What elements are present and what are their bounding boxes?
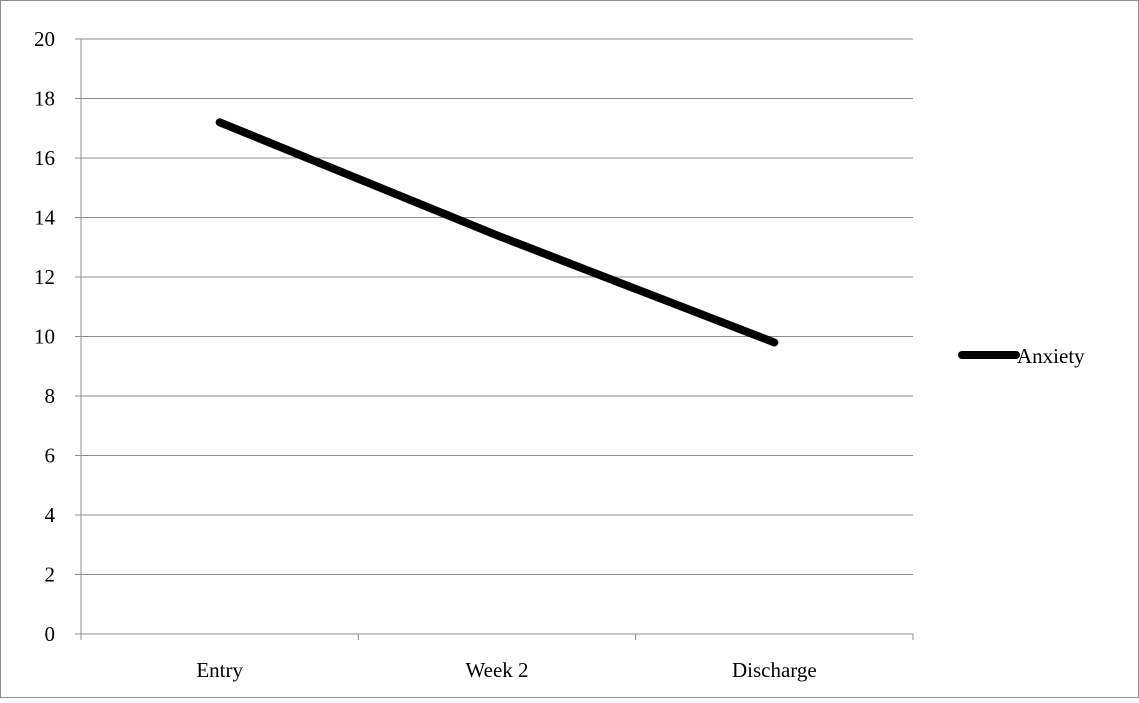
y-tick-label: 16 [34,146,55,170]
y-tick-label: 8 [45,384,56,408]
y-tick-label: 20 [34,27,55,51]
y-tick-label: 10 [34,325,55,349]
y-tick-label: 14 [34,206,56,230]
y-tick-label: 18 [34,87,55,111]
y-tick-label: 12 [34,265,55,289]
x-tick-label: Entry [196,658,243,682]
x-tick-label: Discharge [732,658,817,682]
y-tick-label: 2 [45,563,56,587]
legend-label: Anxiety [1017,344,1085,368]
y-tick-label: 4 [45,503,56,527]
y-tick-label: 0 [45,622,56,646]
y-tick-label: 6 [45,444,56,468]
x-tick-label: Week 2 [465,658,528,682]
